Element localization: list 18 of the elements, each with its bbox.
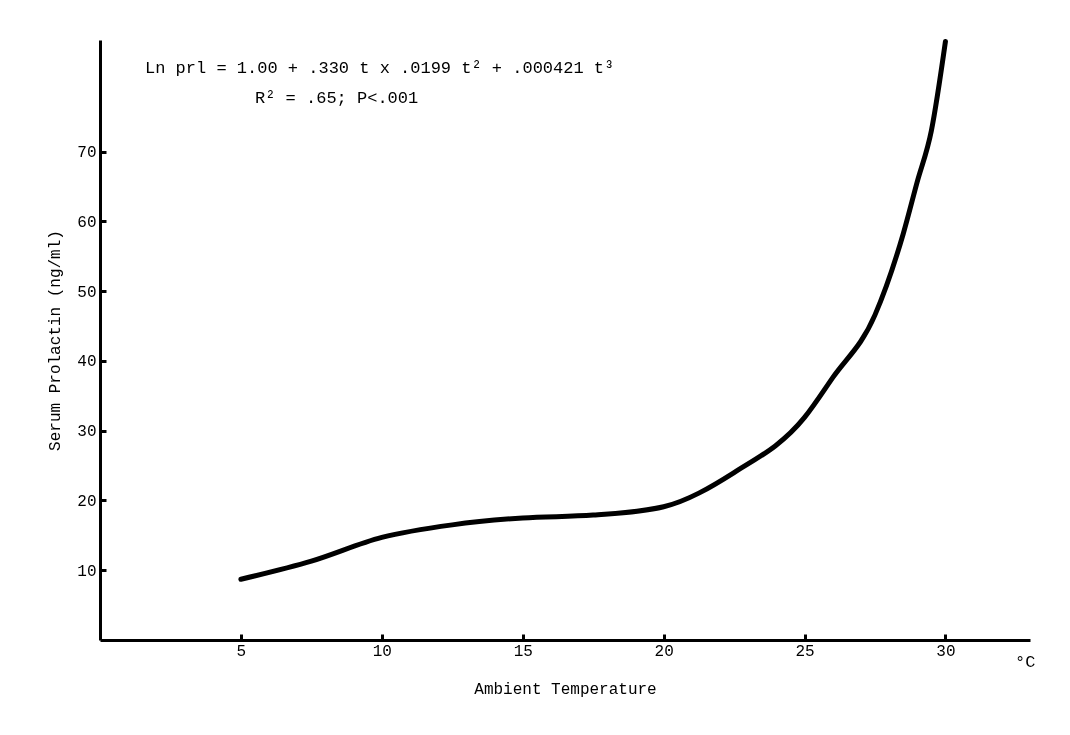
y-axis-title: Serum Prolactin (ng/ml) xyxy=(47,230,66,451)
y-tick-label: 40 xyxy=(77,353,97,372)
x-tick-label: 10 xyxy=(372,642,392,661)
y-tick-label: 30 xyxy=(77,423,97,442)
y-tick-label: 20 xyxy=(77,492,97,511)
x-tick-label: 25 xyxy=(795,642,815,661)
text: °C xyxy=(1015,653,1036,672)
annotation: Ln prl = 1.00 + .330 t x .0199 t² + .000421 t³ xyxy=(145,59,615,78)
x-tick-label: 30 xyxy=(936,642,956,661)
x-tick-label: 20 xyxy=(654,642,674,661)
y-tick-label: 50 xyxy=(77,283,97,302)
y-tick-label: 70 xyxy=(77,144,97,163)
x-axis-title: Ambient Temperature xyxy=(474,680,657,699)
y-tick-label: 10 xyxy=(77,562,97,581)
x-tick-label: 15 xyxy=(513,642,533,661)
y-tick-label: 60 xyxy=(77,213,97,232)
x-tick-label: 5 xyxy=(236,642,247,661)
annotation: R² = .65; P<.001 xyxy=(255,89,419,108)
